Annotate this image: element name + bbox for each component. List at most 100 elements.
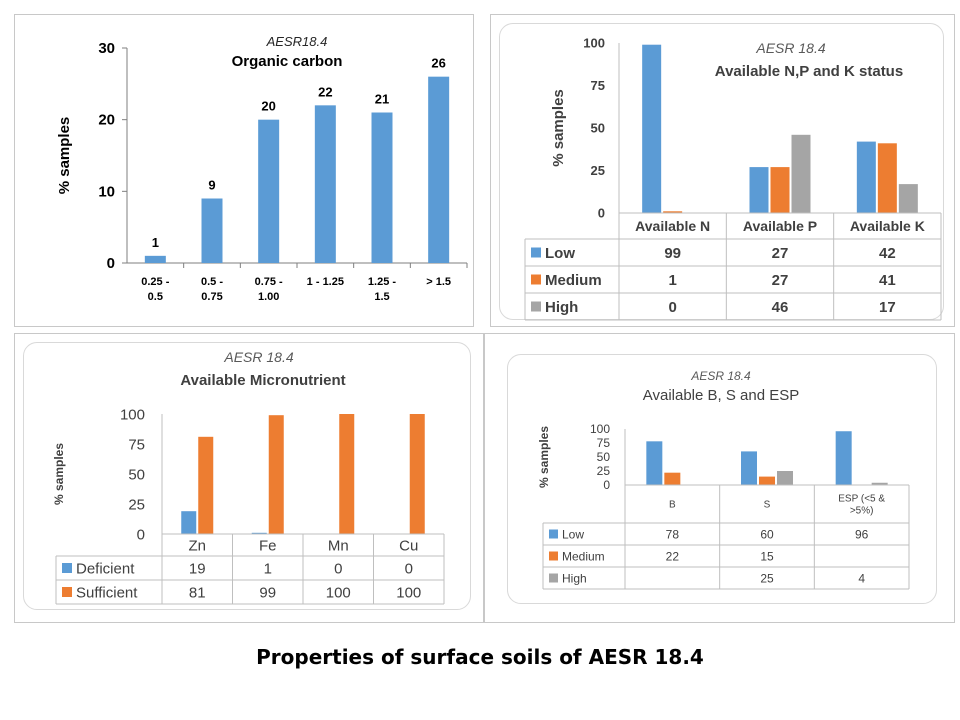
- y-axis-title: % samples: [56, 117, 73, 195]
- y-tick-label: 100: [583, 36, 605, 51]
- data-label: 20: [261, 99, 275, 114]
- bar: [835, 431, 852, 485]
- x-tick-label: 0.25 -: [141, 276, 169, 288]
- y-tick-label: 10: [98, 183, 115, 200]
- data-label: 9: [208, 178, 215, 193]
- bar: [759, 476, 775, 485]
- table-cell: 1: [668, 272, 676, 289]
- chart-region-label: AESR18.4: [266, 34, 328, 49]
- category-header: Fe: [259, 537, 277, 554]
- table-cell: 27: [772, 245, 789, 262]
- legend-label: Sufficient: [76, 584, 138, 601]
- table-cell: 25: [760, 571, 774, 585]
- y-tick-label: 25: [591, 163, 605, 178]
- x-tick-label: > 1.5: [426, 276, 451, 288]
- bar: [428, 76, 450, 263]
- table-cell: 96: [855, 527, 869, 541]
- organic-carbon-panel: 0 10 20 30 % samples AESR18.4 Organic carbon 1 0…: [14, 14, 474, 327]
- bar: [898, 184, 918, 213]
- table-cell: 19: [189, 560, 206, 577]
- legend-swatch: [62, 587, 72, 597]
- bar: [314, 105, 336, 263]
- y-tick-label: 75: [597, 436, 611, 450]
- bar: [198, 436, 214, 534]
- category-header: >5%): [850, 506, 874, 517]
- category-header: Available N: [635, 218, 710, 234]
- y-tick-label: 0: [598, 206, 605, 221]
- npk-chart: AESR 18.4 Available N,P and K status % sam…: [524, 36, 942, 321]
- table-cell: 22: [666, 549, 680, 563]
- legend-label: Medium: [545, 272, 602, 289]
- y-tick-label: 0: [603, 478, 610, 492]
- table-cell: 81: [189, 584, 206, 601]
- chart-title: Available Micronutrient: [180, 372, 345, 389]
- legend-swatch: [549, 551, 558, 561]
- x-tick-label: 1.00: [258, 291, 279, 303]
- legend-swatch: [531, 274, 541, 285]
- table-cell: 100: [396, 584, 421, 601]
- bar: [664, 472, 681, 485]
- bse-card: [507, 354, 937, 604]
- data-label: 22: [318, 84, 332, 99]
- data-label: 1: [152, 235, 159, 250]
- table-cell: 99: [664, 245, 681, 262]
- micronutrient-card: [23, 342, 471, 610]
- bar: [144, 255, 166, 263]
- category-header: ESP (<5 &: [838, 494, 885, 505]
- bar: [663, 211, 683, 213]
- y-tick-label: 100: [120, 406, 145, 423]
- table-cell: 41: [879, 272, 896, 289]
- legend-swatch: [549, 529, 558, 539]
- y-axis-title: % samples: [537, 426, 551, 488]
- bse-panel: AESR 18.4 Available B, S and ESP % samples…: [484, 333, 955, 623]
- legend-label: Medium: [562, 549, 605, 563]
- chart-region-label: AESR 18.4: [223, 349, 293, 365]
- y-axis-title: % samples: [52, 443, 66, 505]
- y-tick-label: 20: [98, 112, 115, 129]
- bar: [871, 482, 888, 485]
- bar: [339, 414, 355, 534]
- x-tick-label: 0.75: [201, 291, 222, 303]
- bar: [791, 134, 811, 213]
- x-tick-label: 1.25 -: [368, 276, 396, 288]
- bar: [877, 143, 897, 213]
- bar: [409, 414, 425, 534]
- table-cell: 15: [760, 549, 774, 563]
- bar: [181, 511, 197, 534]
- category-header: B: [669, 500, 676, 511]
- bar: [201, 198, 223, 263]
- bar: [856, 141, 876, 213]
- table-cell: 78: [666, 527, 680, 541]
- y-axis-title: % samples: [550, 89, 567, 167]
- table-cell: 60: [760, 527, 774, 541]
- table-cell: 27: [772, 272, 789, 289]
- category-header: Mn: [328, 537, 349, 554]
- legend-label: High: [562, 571, 587, 585]
- npk-panel: AESR 18.4 Available N,P and K status % sam…: [490, 14, 955, 327]
- table-cell: 4: [858, 571, 865, 585]
- category-header: Available P: [743, 218, 817, 234]
- chart-title: Available N,P and K status: [715, 63, 903, 80]
- legend-label: Deficient: [76, 560, 135, 577]
- organic-carbon-chart: 0 10 20 30 % samples AESR18.4 Organic carbon 1 0…: [56, 34, 468, 303]
- bar: [646, 441, 663, 485]
- bar: [251, 532, 267, 534]
- category-header: Zn: [188, 537, 206, 554]
- y-tick-label: 0: [137, 526, 145, 543]
- data-label: 26: [431, 56, 445, 71]
- x-tick-label: 0.75 -: [255, 276, 283, 288]
- y-tick-label: 50: [128, 466, 145, 483]
- table-cell: 99: [259, 584, 276, 601]
- category-header: Available K: [850, 218, 925, 234]
- category-header: S: [764, 500, 771, 511]
- figure-caption: Properties of surface soils of AESR 18.4: [256, 645, 704, 669]
- table-cell: 100: [326, 584, 351, 601]
- y-tick-label: 30: [98, 40, 115, 57]
- table-cell: 17: [879, 299, 896, 316]
- table-cell: 42: [879, 245, 896, 262]
- x-tick-label: 0.5 -: [201, 276, 223, 288]
- y-tick-label: 75: [128, 436, 145, 453]
- table-cell: 0: [405, 560, 413, 577]
- y-tick-label: 25: [597, 464, 611, 478]
- bar: [371, 112, 393, 263]
